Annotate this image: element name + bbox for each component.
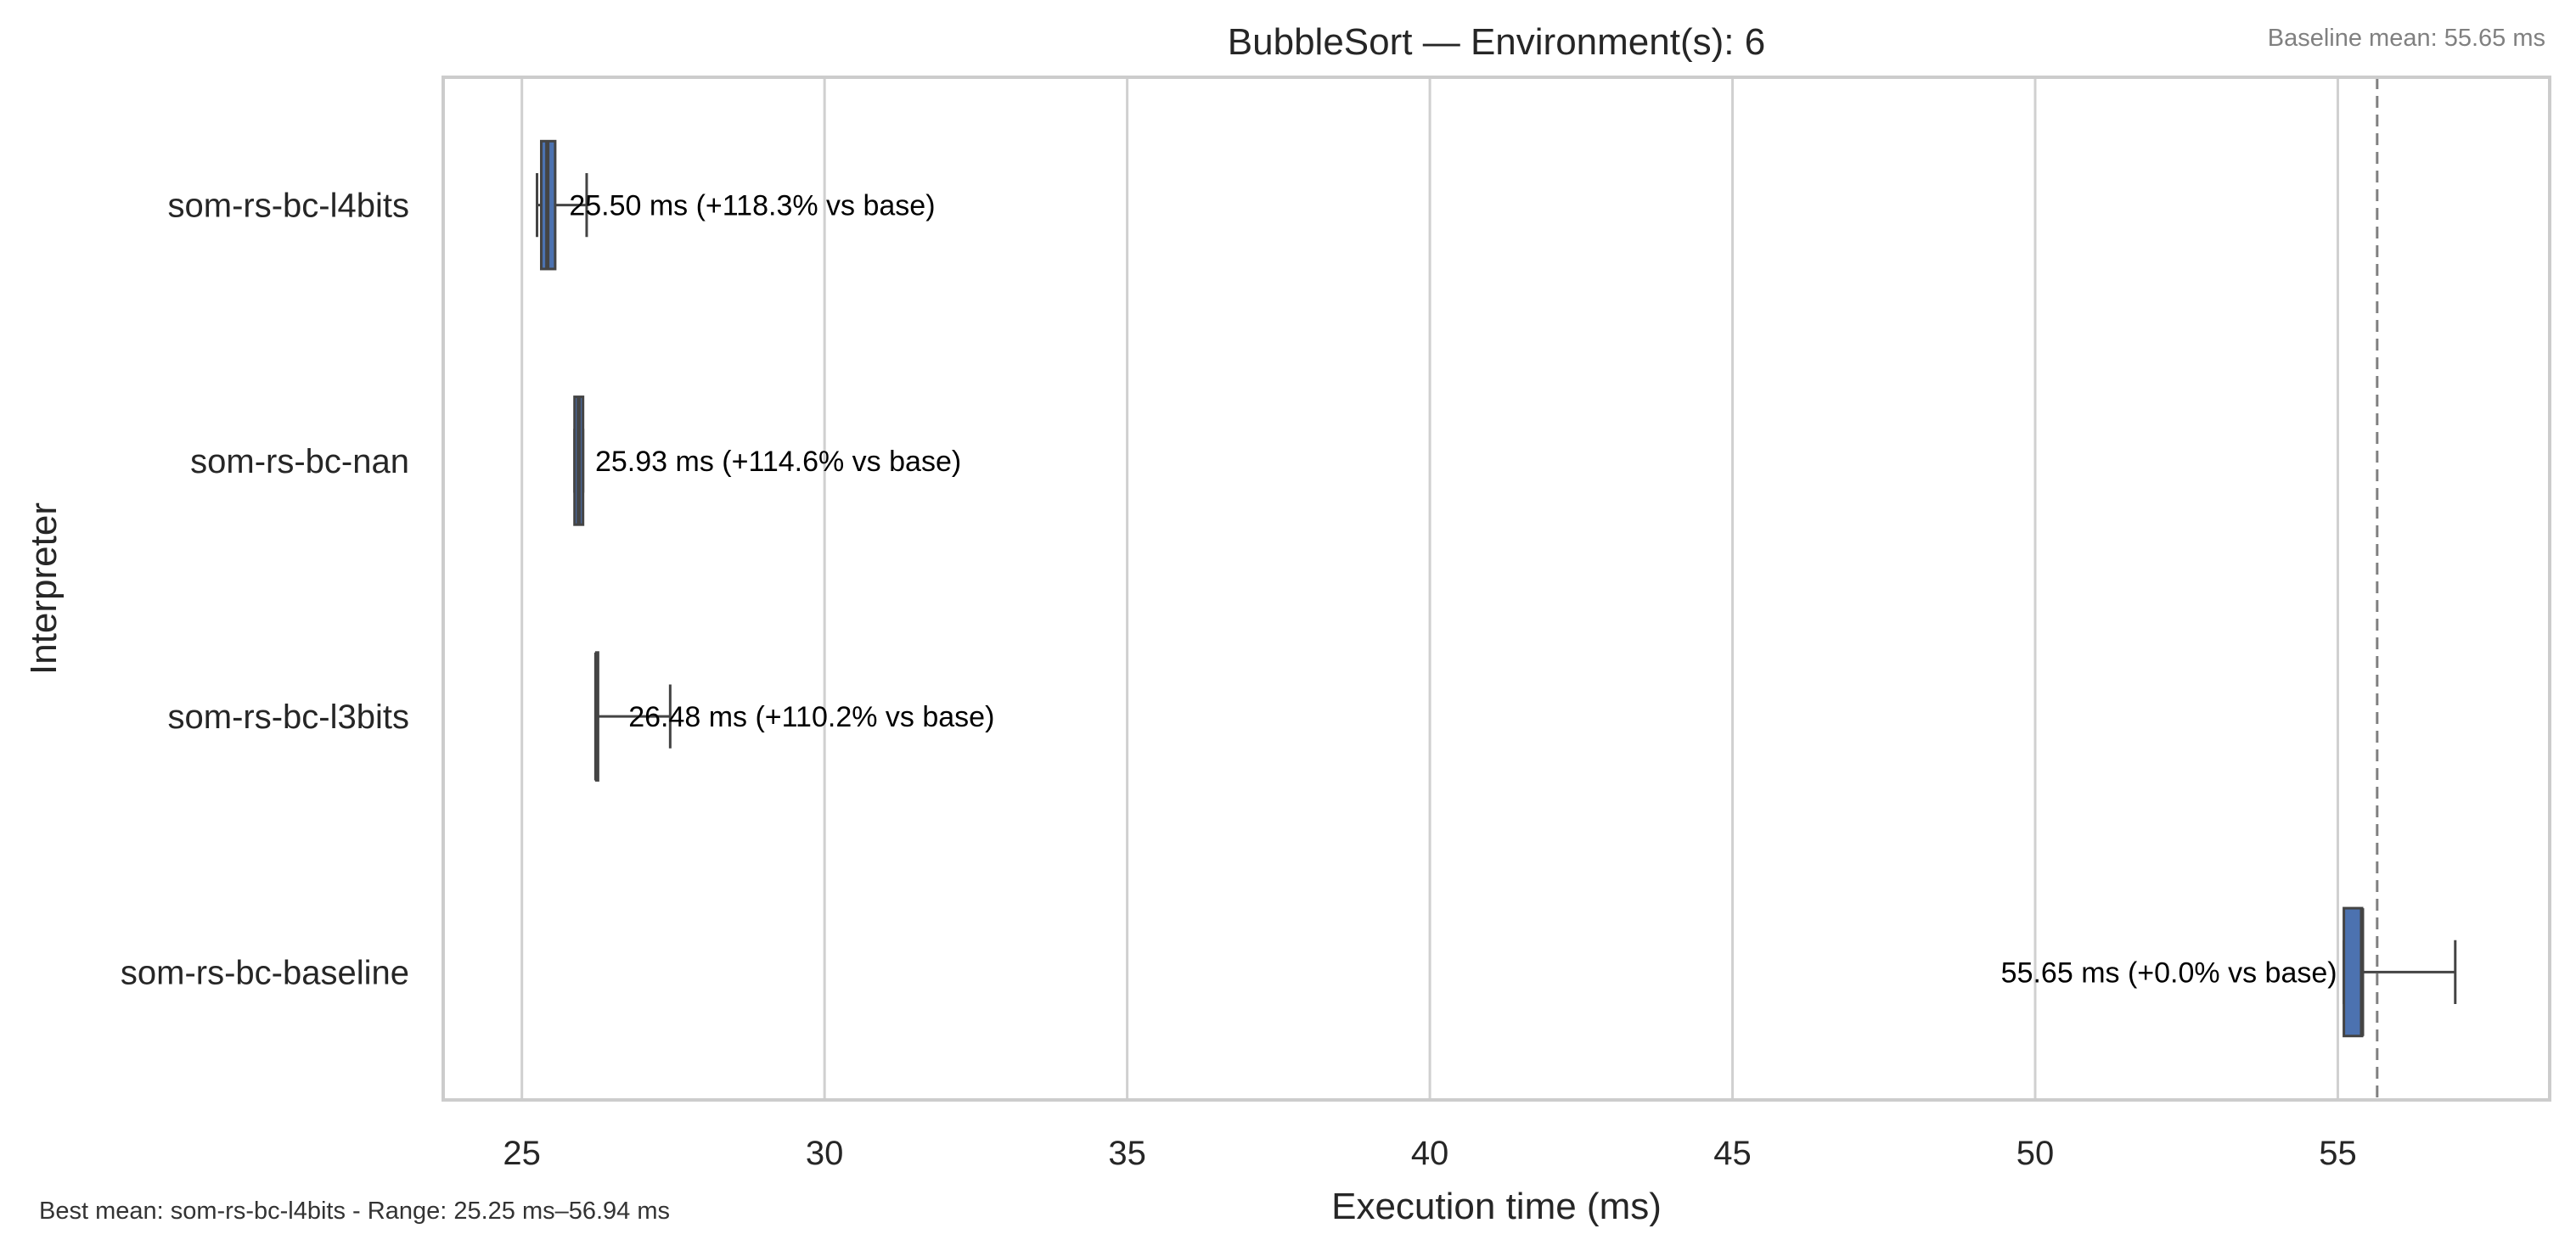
y-axis-label: Interpreter	[23, 502, 65, 675]
y-tick-label-som-rs-bc-l3bits: som-rs-bc-l3bits	[168, 698, 409, 736]
x-tick-label-55: 55	[2319, 1135, 2357, 1172]
annotations: 25.50 ms (+118.3% vs base) 25.93 ms (+114…	[569, 190, 2337, 990]
mean-label-som-rs-bc-nan: 25.93 ms (+114.6% vs base)	[595, 446, 961, 478]
y-tick-label-som-rs-bc-l4bits: som-rs-bc-l4bits	[168, 188, 409, 225]
footnote: Best mean: som-rs-bc-l4bits - Range: 25.…	[39, 1198, 670, 1225]
x-tick-label-45: 45	[1713, 1135, 1752, 1172]
ticks: 25 30 35 40 45 50 55 som-rs-bc-l4bits som-rs-bc-…	[121, 188, 2357, 1172]
box-group-som-rs-bc-l3bits	[593, 651, 672, 782]
y-tick-label-som-rs-bc-nan: som-rs-bc-nan	[190, 443, 409, 480]
mean-label-som-rs-bc-l3bits: 26.48 ms (+110.2% vs base)	[628, 701, 994, 733]
box-som-rs-bc-baseline	[2343, 906, 2364, 1038]
x-tick-label-40: 40	[1411, 1135, 1449, 1172]
x-axis-label: Execution time (ms)	[1331, 1186, 1662, 1227]
boxplots	[536, 139, 2457, 1038]
mean-label-som-rs-bc-baseline: 55.65 ms (+0.0% vs base)	[2001, 956, 2337, 989]
mean-label-som-rs-bc-l4bits: 25.50 ms (+118.3% vs base)	[569, 190, 935, 222]
x-tick-label-35: 35	[1108, 1135, 1146, 1172]
box-group-som-rs-bc-l4bits	[536, 139, 588, 271]
plot-frame	[442, 76, 2551, 1102]
x-tick-label-50: 50	[2016, 1135, 2055, 1172]
x-tick-label-25: 25	[503, 1135, 541, 1172]
chart-title: BubbleSort — Environment(s): 6	[1228, 21, 1765, 63]
box-group-som-rs-bc-nan	[573, 395, 585, 526]
y-tick-label-som-rs-bc-baseline: som-rs-bc-baseline	[121, 954, 409, 991]
x-tick-label-30: 30	[806, 1135, 844, 1172]
baseline-mean-label: Baseline mean: 55.65 ms	[2268, 25, 2545, 52]
gridlines	[520, 77, 2379, 1100]
box-group-som-rs-bc-baseline	[2343, 906, 2457, 1038]
